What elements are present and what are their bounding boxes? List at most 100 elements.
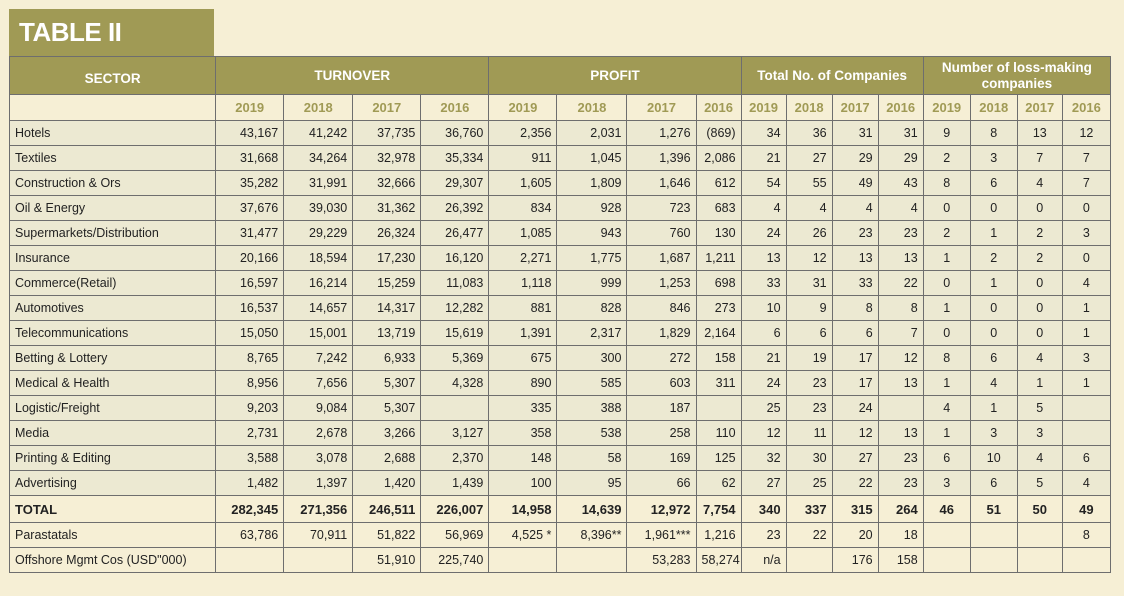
loss-cell — [1016, 522, 1063, 548]
loss-cell — [1061, 395, 1112, 421]
profit-cell — [488, 547, 558, 573]
loss-cell: 7 — [1016, 145, 1063, 171]
profit-cell: 95 — [556, 470, 628, 496]
loss-cell: 3 — [1061, 220, 1112, 246]
companies-cell: 7 — [877, 320, 924, 346]
year-header-row: 2019 2018 2017 2016 2019 2018 2017 2016 2019 2018… — [8, 94, 1112, 121]
sector-name: Betting & Lottery — [8, 345, 217, 371]
turnover-cell: 36,760 — [420, 120, 490, 146]
table-row: Medical & Health 8,956 7,656 5,307 4,328 890 5… — [8, 370, 1112, 396]
profit-cell: 110 — [695, 420, 742, 446]
table-row: Insurance 20,166 18,594 17,230 16,120 2,271 1,… — [8, 245, 1112, 271]
companies-cell: 21 — [740, 145, 787, 171]
turnover-cell: 31,668 — [215, 145, 285, 171]
profit-cell: 2,271 — [488, 245, 558, 271]
loss-cell: 1 — [969, 270, 1018, 296]
turnover-cell: 16,537 — [215, 295, 285, 321]
loss-cell: 0 — [922, 195, 971, 221]
turnover-cell: 226,007 — [420, 495, 490, 523]
loss-cell: 8 — [1061, 522, 1112, 548]
profit-cell: 999 — [556, 270, 628, 296]
profit-cell: 881 — [488, 295, 558, 321]
sector-name: Printing & Editing — [8, 445, 217, 471]
profit-cell: 760 — [626, 220, 697, 246]
profit-cell: 14,639 — [556, 495, 628, 523]
profit-cell: 7,754 — [695, 495, 742, 523]
profit-cell: 1,253 — [626, 270, 697, 296]
profit-cell: 169 — [626, 445, 697, 471]
turnover-cell: 31,991 — [283, 170, 354, 196]
year-header: 2019 — [488, 94, 558, 121]
turnover-cell: 14,317 — [352, 295, 422, 321]
turnover-cell: 51,822 — [352, 522, 422, 548]
turnover-cell: 2,370 — [420, 445, 490, 471]
turnover-cell: 63,786 — [215, 522, 285, 548]
loss-cell: 0 — [969, 320, 1018, 346]
profit-cell: 585 — [556, 370, 628, 396]
profit-cell: 1,396 — [626, 145, 697, 171]
year-header: 2016 — [877, 94, 924, 121]
profit-cell: 58 — [556, 445, 628, 471]
loss-cell: 0 — [1016, 320, 1063, 346]
profit-cell: 53,283 — [626, 547, 697, 573]
year-header: 2016 — [695, 94, 742, 121]
companies-cell: 24 — [740, 220, 787, 246]
turnover-cell: 39,030 — [283, 195, 354, 221]
companies-cell: 12 — [877, 345, 924, 371]
companies-cell: 17 — [831, 345, 879, 371]
loss-cell: 0 — [969, 295, 1018, 321]
loss-cell — [922, 522, 971, 548]
profit-cell: 683 — [695, 195, 742, 221]
sector-name: Oil & Energy — [8, 195, 217, 221]
profit-cell: 1,646 — [626, 170, 697, 196]
turnover-cell: 1,482 — [215, 470, 285, 496]
loss-cell: 46 — [922, 495, 971, 523]
loss-cell: 0 — [922, 270, 971, 296]
turnover-cell: 37,735 — [352, 120, 422, 146]
loss-cell: 3 — [1016, 420, 1063, 446]
companies-cell: 27 — [785, 145, 833, 171]
table-row: Automotives 16,537 14,657 14,317 12,282 881 82… — [8, 295, 1112, 321]
loss-cell: 5 — [1016, 470, 1063, 496]
profit-cell: 148 — [488, 445, 558, 471]
companies-cell: 33 — [831, 270, 879, 296]
loss-cell: 6 — [969, 470, 1018, 496]
turnover-cell: 282,345 — [215, 495, 285, 523]
loss-cell: 1 — [1061, 320, 1112, 346]
turnover-cell: 5,307 — [352, 370, 422, 396]
profit-cell: 612 — [695, 170, 742, 196]
turnover-cell: 15,619 — [420, 320, 490, 346]
loss-cell: 8 — [922, 170, 971, 196]
companies-cell: 27 — [831, 445, 879, 471]
year-header: 2017 — [1016, 94, 1063, 121]
companies-cell: 26 — [785, 220, 833, 246]
turnover-cell: 14,657 — [283, 295, 354, 321]
companies-cell: 4 — [785, 195, 833, 221]
loss-cell: 2 — [922, 145, 971, 171]
loss-cell: 3 — [969, 420, 1018, 446]
sector-name: TOTAL — [8, 495, 217, 523]
companies-cell: 6 — [785, 320, 833, 346]
companies-cell: 12 — [740, 420, 787, 446]
turnover-cell: 34,264 — [283, 145, 354, 171]
turnover-cell: 11,083 — [420, 270, 490, 296]
year-header: 2017 — [831, 94, 879, 121]
companies-cell: 25 — [785, 470, 833, 496]
loss-cell: 4 — [922, 395, 971, 421]
profit-cell: 62 — [695, 470, 742, 496]
sector-name: Parastatals — [8, 522, 217, 548]
loss-cell: 1 — [969, 220, 1018, 246]
turnover-cell: 2,688 — [352, 445, 422, 471]
turnover-cell: 3,266 — [352, 420, 422, 446]
table-row: Hotels 43,167 41,242 37,735 36,760 2,356 2,031… — [8, 120, 1112, 146]
table-row: Textiles 31,668 34,264 32,978 35,334 911 1,045… — [8, 145, 1112, 171]
loss-cell: 4 — [1016, 445, 1063, 471]
profit-cell: 834 — [488, 195, 558, 221]
profit-cell — [556, 547, 628, 573]
profit-cell: 358 — [488, 420, 558, 446]
loss-cell: 7 — [1061, 170, 1112, 196]
companies-cell: 31 — [831, 120, 879, 146]
loss-cell: 1 — [1016, 370, 1063, 396]
companies-cell: 36 — [785, 120, 833, 146]
companies-cell: n/a — [740, 547, 787, 573]
